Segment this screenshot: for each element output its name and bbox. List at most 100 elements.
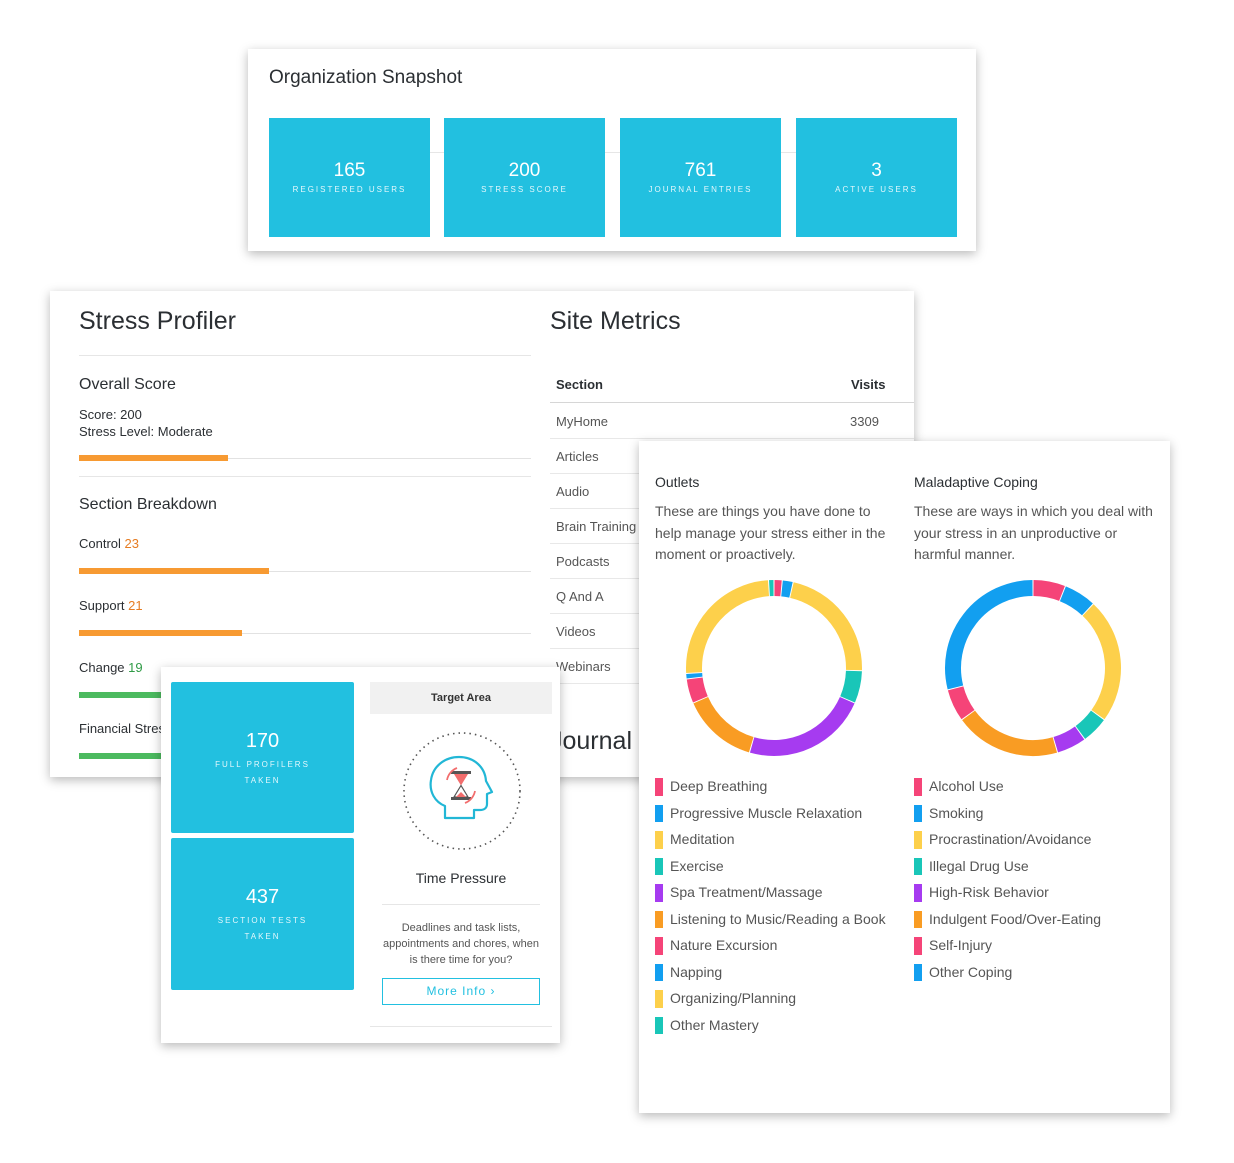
legend-label: Indulgent Food/Over-Eating <box>929 910 1101 927</box>
tile-label: STRESS SCORE <box>481 185 568 194</box>
legend-label: Smoking <box>929 804 984 821</box>
legend-swatch <box>655 937 663 955</box>
tile-value: 200 <box>508 160 541 181</box>
legend-label: Deep Breathing <box>670 778 768 794</box>
snapshot-divider <box>269 152 957 153</box>
maladaptive-donut-chart <box>945 580 1121 756</box>
legend-swatch <box>914 804 922 822</box>
legend-swatch <box>655 910 663 928</box>
legend-label: Napping <box>670 963 723 980</box>
stress-profiler-title: Stress Profiler <box>79 307 236 335</box>
legend-item: Procrastination/Avoidance <box>914 829 1154 851</box>
tile-active-users[interactable]: 3 ACTIVE USERS <box>796 118 957 237</box>
maladaptive-title: Maladaptive Coping <box>914 474 1038 490</box>
legend-item: Other Coping <box>914 962 1154 984</box>
target-area-panel: Target Area Time Pressure Deadlines and … <box>370 682 552 1028</box>
legend-item: High-Risk Behavior <box>914 882 1154 904</box>
more-info-label: More Info <box>426 984 487 998</box>
legend-swatch <box>914 937 922 955</box>
outlets-donut-chart <box>686 580 862 756</box>
tile-label: TAKEN <box>244 932 281 941</box>
donut-segment <box>962 710 1058 756</box>
overall-score-bar <box>79 455 531 461</box>
legend-swatch <box>655 963 663 981</box>
donut-segment <box>686 580 770 673</box>
legend-swatch <box>914 963 922 981</box>
legend-item: Progressive Muscle Relaxation <box>655 803 895 825</box>
legend-swatch <box>655 884 663 902</box>
legend-label: Other Mastery <box>670 1016 759 1033</box>
legend-item: Self-Injury <box>914 935 1154 957</box>
section-label-control: Control 23 <box>79 536 140 551</box>
table-row[interactable]: MyHome 3309 <box>550 403 914 439</box>
target-area-description: Deadlines and task lists, appointments a… <box>383 922 539 966</box>
tile-label: REGISTERED USERS <box>292 185 407 194</box>
legend-swatch <box>655 831 663 849</box>
journal-heading: Journal <box>550 727 632 755</box>
legend-label: Illegal Drug Use <box>929 857 1029 874</box>
outlets-legend: Deep Breathing Progressive Muscle Relaxat… <box>655 776 895 1041</box>
legend-item: Listening to Music/Reading a Book <box>655 909 895 931</box>
support-bar <box>79 630 531 636</box>
divider <box>79 476 531 477</box>
target-area-header: Target Area <box>370 682 552 714</box>
donut-segment <box>1053 726 1085 753</box>
legend-swatch <box>655 804 663 822</box>
target-area-name: Time Pressure <box>415 870 507 886</box>
tile-full-profilers[interactable]: 170 FULL PROFILERS TAKEN <box>171 682 354 833</box>
section-label-support: Support 21 <box>79 598 143 613</box>
tile-value: 761 <box>684 160 717 181</box>
legend-item: Organizing/Planning <box>655 988 895 1010</box>
donut-segment <box>1033 580 1065 602</box>
legend-label: Alcohol Use <box>929 778 1004 794</box>
score-line: Score: 200 <box>79 407 142 422</box>
legend-item: Illegal Drug Use <box>914 856 1154 878</box>
donut-segment <box>840 670 862 703</box>
tile-value: 170 <box>245 730 280 752</box>
legend-label: Other Coping <box>929 963 1013 980</box>
legend-label: Meditation <box>670 831 735 847</box>
legend-item: Deep Breathing <box>655 776 895 798</box>
legend-swatch <box>655 990 663 1008</box>
legend-swatch <box>914 910 922 928</box>
legend-item: Napping <box>655 962 895 984</box>
section-label-change: Change 19 <box>79 660 143 675</box>
head-hourglass-icon <box>403 732 521 850</box>
table-header-rule <box>550 402 914 403</box>
column-header-section: Section <box>556 377 603 392</box>
donut-segment <box>945 580 1033 690</box>
tile-label: TAKEN <box>244 776 281 785</box>
legend-swatch <box>914 831 922 849</box>
divider <box>79 355 531 356</box>
legend-item: Nature Excursion <box>655 935 895 957</box>
section-label-financial-stress: Financial Stress <box>79 721 172 736</box>
donut-segment <box>1059 586 1093 616</box>
legend-swatch <box>914 857 922 875</box>
donut-segment <box>686 677 708 703</box>
donut-segment <box>947 686 975 720</box>
outlets-description: These are things you have done to help m… <box>655 503 886 562</box>
chevron-right-icon: › <box>490 984 496 998</box>
legend-item: Spa Treatment/Massage <box>655 882 895 904</box>
donut-segment <box>749 696 855 756</box>
tile-journal-entries[interactable]: 761 JOURNAL ENTRIES <box>620 118 781 237</box>
donut-segment <box>693 696 754 753</box>
legend-label: Organizing/Planning <box>670 990 797 1006</box>
legend-item: Smoking <box>914 803 1154 825</box>
site-metrics-title: Site Metrics <box>550 307 681 335</box>
tile-label: FULL PROFILERS <box>215 760 310 769</box>
tile-label: ACTIVE USERS <box>835 185 918 194</box>
divider <box>382 904 540 905</box>
legend-label: Exercise <box>670 857 724 874</box>
overall-score-heading: Overall Score <box>79 376 176 393</box>
tile-stress-score[interactable]: 200 STRESS SCORE <box>444 118 605 237</box>
control-bar <box>79 568 531 574</box>
tile-section-tests[interactable]: 437 SECTION TESTS TAKEN <box>171 838 354 990</box>
donut-segment <box>1082 604 1121 720</box>
donut-segment <box>1075 710 1104 739</box>
tile-registered-users[interactable]: 165 REGISTERED USERS <box>269 118 430 237</box>
stress-level-line: Stress Level: Moderate <box>79 424 213 439</box>
divider <box>370 1026 552 1027</box>
donut-segment <box>789 582 862 671</box>
more-info-button[interactable]: More Info › <box>382 978 540 1005</box>
